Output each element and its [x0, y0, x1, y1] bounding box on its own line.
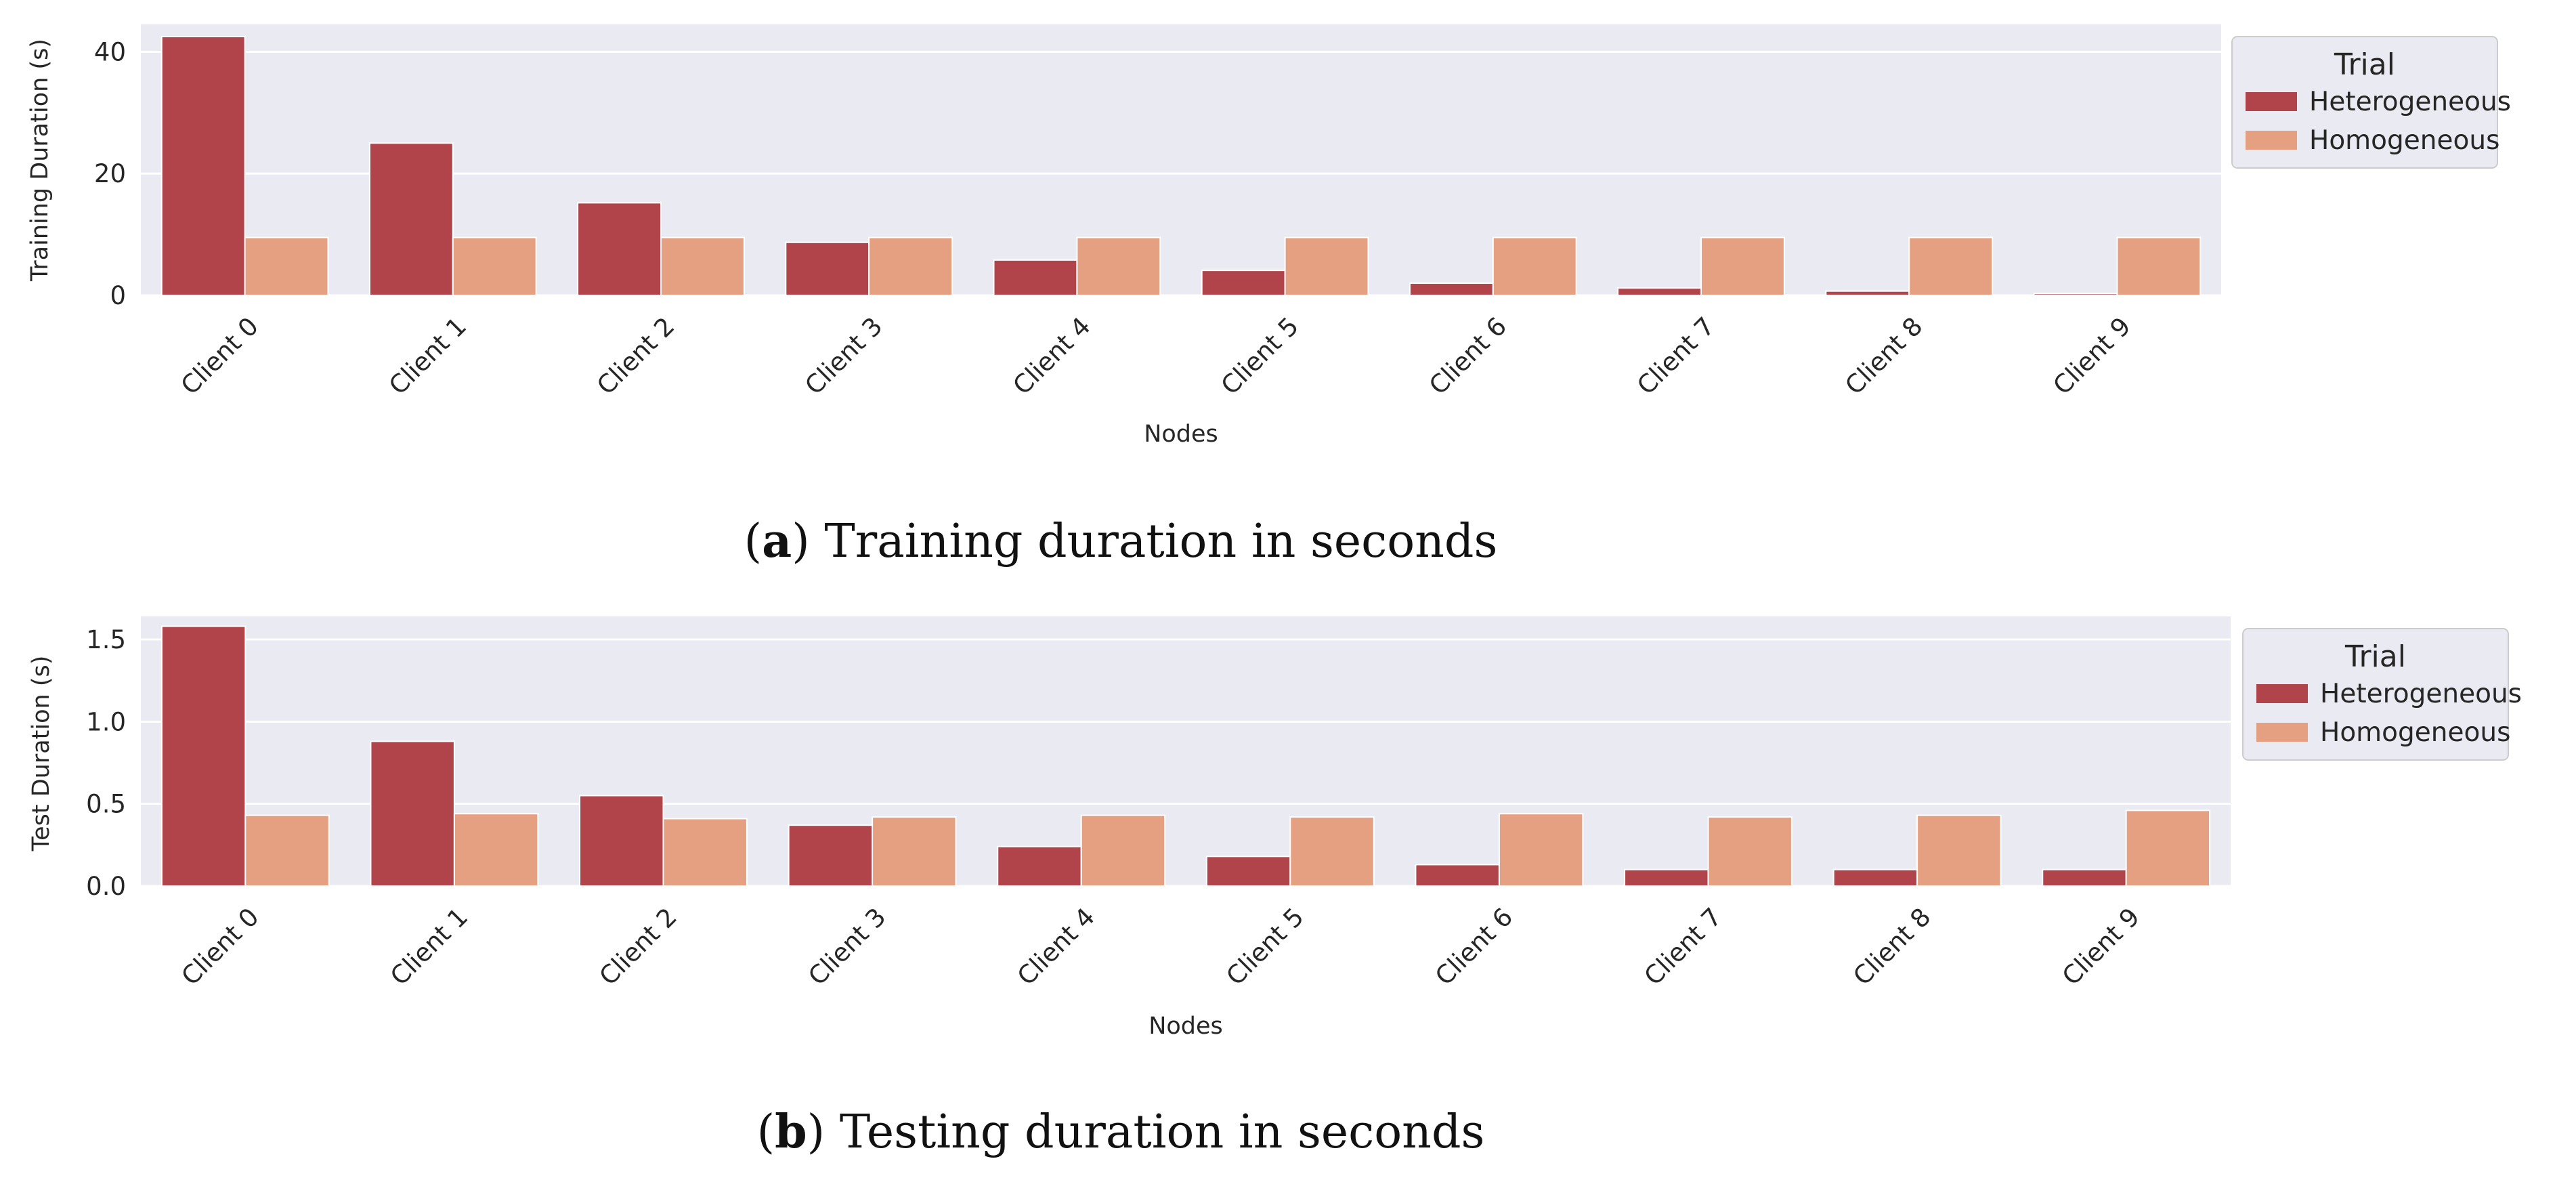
bar-homogeneous-client-3 — [872, 816, 957, 887]
bar-heterogeneous-client-6 — [1415, 864, 1500, 887]
x-axis-label: Nodes — [1149, 1013, 1223, 1040]
caption-label: a — [762, 514, 792, 568]
x-tick-label: Client 1 — [385, 902, 473, 991]
x-tick-label: Client 0 — [176, 902, 265, 991]
legend-box — [2242, 628, 2509, 761]
bar-homogeneous-client-8 — [1908, 236, 1994, 297]
bar-homogeneous-client-4 — [1080, 814, 1166, 887]
x-tick-label: Client 3 — [799, 312, 888, 400]
bar-heterogeneous-client-2 — [577, 202, 662, 296]
bar-homogeneous-client-6 — [1492, 236, 1577, 297]
x-tick-label: Client 4 — [1012, 902, 1100, 991]
bar-heterogeneous-client-4 — [993, 259, 1078, 297]
x-tick-label: Client 0 — [175, 312, 264, 400]
x-axis-label: Nodes — [1144, 421, 1218, 448]
bar-homogeneous-client-4 — [1076, 236, 1161, 297]
legend-title: Trial — [2344, 639, 2406, 674]
bar-homogeneous-client-5 — [1289, 816, 1375, 887]
legend-label-homogeneous: Homogeneous — [2309, 125, 2499, 156]
bar-heterogeneous-client-8 — [1825, 290, 1910, 296]
bar-heterogeneous-client-1 — [368, 142, 454, 296]
x-tick-label: Client 3 — [802, 902, 891, 991]
x-tick-label: Client 6 — [1430, 902, 1518, 991]
bar-homogeneous-client-2 — [660, 236, 745, 297]
y-tick-label: 0.5 — [86, 790, 126, 819]
legend-swatch-heterogeneous — [2246, 92, 2297, 111]
y-tick-label: 1.0 — [86, 707, 126, 736]
bar-homogeneous-client-0 — [244, 236, 329, 297]
bar-heterogeneous-client-3 — [788, 824, 874, 887]
x-tick-label: Client 2 — [594, 902, 683, 991]
caption-label: b — [775, 1105, 807, 1159]
bar-heterogeneous-client-8 — [1832, 868, 1918, 887]
bar-heterogeneous-client-6 — [1409, 282, 1494, 296]
bar-heterogeneous-client-4 — [997, 845, 1082, 887]
x-tick-label: Client 6 — [1423, 312, 1512, 400]
x-tick-label: Client 9 — [2057, 902, 2145, 991]
x-tick-label: Client 1 — [383, 312, 472, 400]
y-tick-label: 0 — [110, 281, 126, 310]
bar-homogeneous-client-7 — [1707, 816, 1793, 887]
y-tick-label: 0.0 — [86, 872, 126, 901]
chart-2: 0.0 0.5 1.0 1.5 Client 0 Client 1 Client 2 Clie… — [28, 616, 2522, 1159]
bar-heterogeneous-client-3 — [785, 241, 870, 297]
bar-homogeneous-client-9 — [2125, 809, 2211, 887]
legend-label-homogeneous: Homogeneous — [2320, 717, 2510, 748]
legend-swatch-heterogeneous — [2256, 684, 2308, 703]
legend: Trial Heterogeneous Homogeneous — [2242, 628, 2522, 761]
bar-homogeneous-client-0 — [244, 814, 330, 887]
bar-homogeneous-client-2 — [662, 818, 748, 887]
bar-homogeneous-client-3 — [868, 236, 953, 297]
subfigure-caption: (b) Testing duration in seconds — [757, 1105, 1485, 1159]
x-tick-label: Client 8 — [1847, 902, 1936, 991]
bar-heterogeneous-client-1 — [370, 740, 455, 887]
y-tick-label: 20 — [94, 159, 126, 188]
bar-heterogeneous-client-0 — [160, 35, 246, 296]
x-tick-label: Client 7 — [1631, 312, 1720, 400]
bar-homogeneous-client-7 — [1700, 236, 1785, 297]
bar-heterogeneous-client-9 — [2042, 868, 2127, 887]
bar-heterogeneous-client-2 — [579, 795, 664, 887]
chart-1: 0 20 40 Client 0 Client 1 Client 2 Client 3 Cli… — [26, 24, 2511, 568]
x-tick-label: Client 5 — [1216, 312, 1304, 400]
x-tick-label: Client 5 — [1221, 902, 1310, 991]
bar-homogeneous-client-5 — [1284, 236, 1369, 297]
legend-swatch-homogeneous — [2246, 131, 2297, 150]
bars — [160, 35, 2202, 297]
bar-heterogeneous-client-5 — [1205, 856, 1291, 887]
bar-heterogeneous-client-9 — [2033, 293, 2118, 297]
bar-heterogeneous-client-5 — [1201, 270, 1286, 296]
bar-homogeneous-client-9 — [2116, 236, 2202, 297]
x-tick-label: Client 7 — [1639, 902, 1727, 991]
bar-homogeneous-client-8 — [1916, 814, 2002, 887]
y-axis-label: Test Duration (s) — [28, 656, 55, 852]
legend-swatch-homogeneous — [2256, 723, 2308, 742]
legend-label-heterogeneous: Heterogeneous — [2309, 87, 2511, 117]
x-tick-label: Client 4 — [1008, 312, 1096, 400]
y-axis-label: Training Duration (s) — [26, 39, 53, 282]
caption-text: Testing duration in seconds — [840, 1105, 1485, 1159]
bars — [160, 625, 2211, 887]
x-tick-label: Client 8 — [1839, 312, 1928, 400]
y-tick-label: 40 — [94, 37, 126, 66]
legend-title: Trial — [2334, 47, 2395, 82]
legend: Trial Heterogeneous Homogeneous — [2231, 36, 2511, 169]
legend-box — [2231, 36, 2498, 169]
bar-homogeneous-client-6 — [1498, 813, 1584, 887]
bar-heterogeneous-client-7 — [1617, 287, 1702, 296]
bar-homogeneous-client-1 — [452, 236, 537, 297]
y-tick-label: 1.5 — [86, 625, 126, 654]
caption-text: Training duration in seconds — [824, 515, 1497, 568]
x-tick-label: Client 2 — [591, 312, 680, 400]
x-tick-label: Client 9 — [2048, 312, 2137, 400]
subfigure-caption: (a) Training duration in seconds — [744, 514, 1498, 568]
bar-heterogeneous-client-7 — [1624, 868, 1709, 887]
bar-homogeneous-client-1 — [453, 813, 539, 887]
legend-label-heterogeneous: Heterogeneous — [2320, 679, 2522, 709]
bar-heterogeneous-client-0 — [160, 625, 246, 887]
